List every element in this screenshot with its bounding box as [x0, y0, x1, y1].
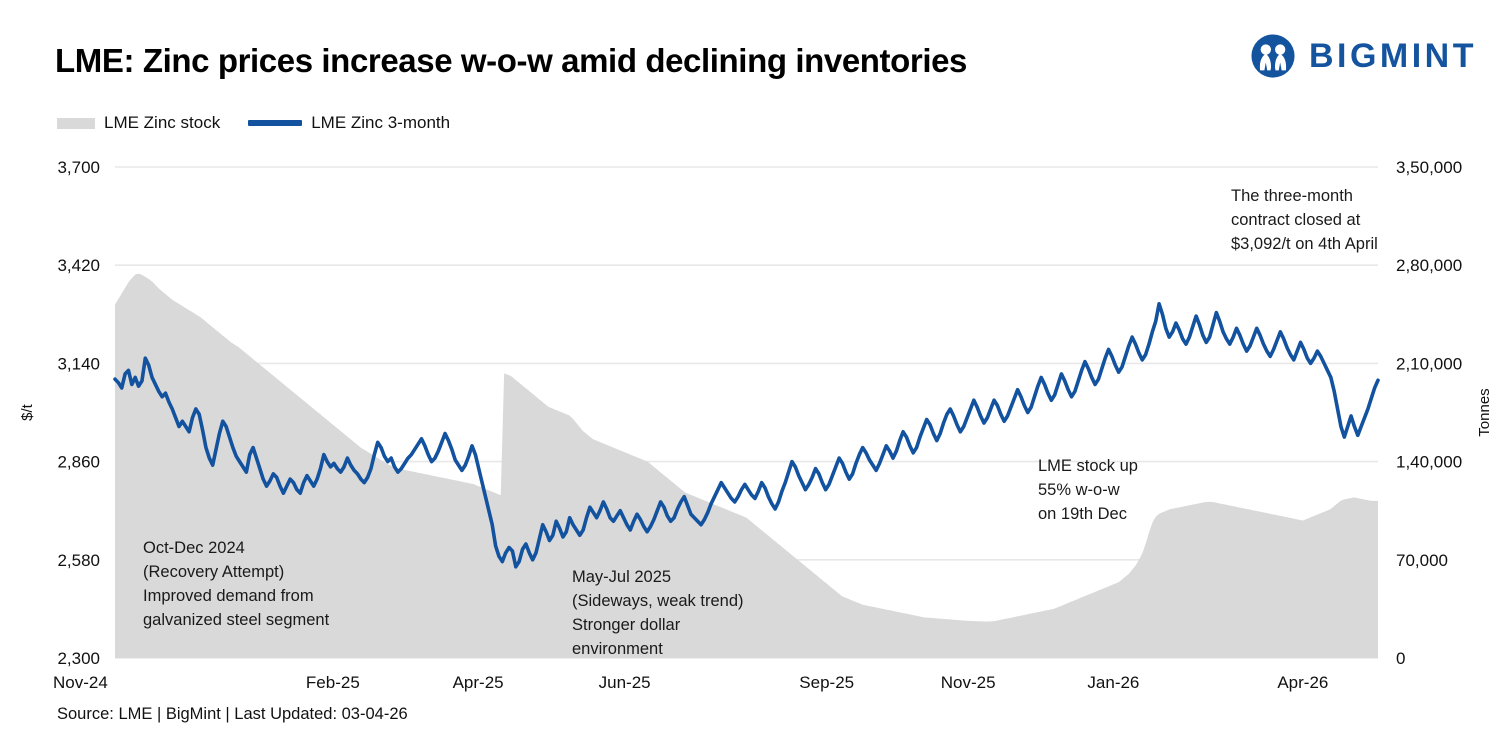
x-axis-tick: Apr-26 — [1277, 673, 1328, 692]
line-swatch-icon — [248, 120, 303, 126]
svg-text:Stronger dollar: Stronger dollar — [572, 616, 681, 634]
legend-label-3month: LME Zinc 3-month — [311, 113, 451, 132]
y-axis-right-tick: 1,40,000 — [1396, 453, 1462, 472]
x-axis-tick: Jun-25 — [599, 673, 651, 692]
y-axis-right-tick: 2,80,000 — [1396, 256, 1462, 275]
annotation-oct-dec-2024: Oct-Dec 2024 (Recovery Attempt) Improved d… — [143, 539, 330, 629]
svg-text:Oct-Dec 2024: Oct-Dec 2024 — [143, 539, 245, 557]
area-series-lme-zinc-stock — [115, 273, 1378, 658]
svg-text:environment: environment — [572, 640, 663, 658]
svg-text:(Sideways, weak trend): (Sideways, weak trend) — [572, 592, 744, 610]
svg-text:55% w-o-w: 55% w-o-w — [1038, 481, 1120, 499]
page-title: LME: Zinc prices increase w-o-w amid dec… — [55, 42, 968, 79]
svg-text:galvanized steel segment: galvanized steel segment — [143, 611, 330, 629]
svg-text:contract closed at: contract closed at — [1231, 211, 1361, 229]
y-axis-right-tick: 70,000 — [1396, 551, 1448, 570]
y-axis-left-tick: 3,420 — [57, 256, 100, 275]
x-axis-tick: Apr-25 — [453, 673, 504, 692]
svg-text:The three-month: The three-month — [1231, 187, 1353, 205]
area-swatch-icon — [57, 117, 95, 129]
y-axis-left-tick: 3,700 — [57, 158, 100, 177]
svg-text:$3,092/t on 4th April: $3,092/t on 4th April — [1231, 235, 1378, 253]
y-axis-right-tick: 2,10,000 — [1396, 354, 1462, 373]
y-axis-right-title: Tonnes — [1476, 388, 1493, 436]
y-axis-left: 2,300 2,580 2,860 3,140 3,420 3,700 $/t — [19, 158, 100, 668]
y-axis-left-tick: 2,860 — [57, 453, 100, 472]
svg-text:(Recovery Attempt): (Recovery Attempt) — [143, 563, 284, 581]
y-axis-right: 0 70,000 1,40,000 2,10,000 2,80,000 3,50,000 T… — [1396, 158, 1493, 668]
svg-text:Improved demand from: Improved demand from — [143, 587, 314, 605]
annotation-lme-stock-up: LME stock up 55% w-o-w on 19th Dec — [1038, 457, 1138, 523]
chart-legend: LME Zinc stock LME Zinc 3-month — [57, 113, 450, 133]
svg-text:LME stock up: LME stock up — [1038, 457, 1138, 475]
y-axis-left-tick: 3,140 — [57, 354, 100, 373]
brand-name: BIGMINT — [1308, 37, 1477, 75]
y-axis-left-tick: 2,300 — [57, 649, 100, 668]
bigmint-logo-icon — [1250, 33, 1296, 79]
y-axis-left-tick: 2,580 — [57, 551, 100, 570]
bigmint-logo: BIGMINT — [1250, 33, 1477, 79]
legend-item-stock[interactable]: LME Zinc stock — [57, 113, 220, 133]
svg-text:on 19th Dec: on 19th Dec — [1038, 505, 1127, 523]
x-axis-tick: Sep-25 — [799, 673, 854, 692]
annotations: Oct-Dec 2024 (Recovery Attempt) Improved d… — [143, 187, 1378, 658]
svg-text:May-Jul 2025: May-Jul 2025 — [572, 568, 671, 586]
y-axis-right-tick: 0 — [1396, 649, 1405, 668]
x-axis-tick: Feb-25 — [306, 673, 360, 692]
x-axis-tick: Nov-25 — [941, 673, 996, 692]
annotation-three-month-close: The three-month contract closed at $3,092/… — [1231, 187, 1378, 253]
line-series-lme-zinc-3-month — [113, 301, 1380, 569]
source-note: Source: LME | BigMint | Last Updated: 03… — [57, 705, 408, 723]
x-axis: Nov-24 Feb-25 Apr-25 Jun-25 Sep-25 Nov-25 Jan-… — [53, 673, 1328, 692]
y-axis-left-title: $/t — [19, 403, 36, 421]
annotation-may-jul-2025: May-Jul 2025 (Sideways, weak trend) Strong… — [572, 568, 744, 658]
y-axis-right-tick: 3,50,000 — [1396, 158, 1462, 177]
legend-item-3month[interactable]: LME Zinc 3-month — [248, 113, 450, 133]
x-axis-tick: Nov-24 — [53, 673, 108, 692]
x-axis-tick: Jan-26 — [1087, 673, 1139, 692]
legend-label-stock: LME Zinc stock — [104, 113, 221, 132]
